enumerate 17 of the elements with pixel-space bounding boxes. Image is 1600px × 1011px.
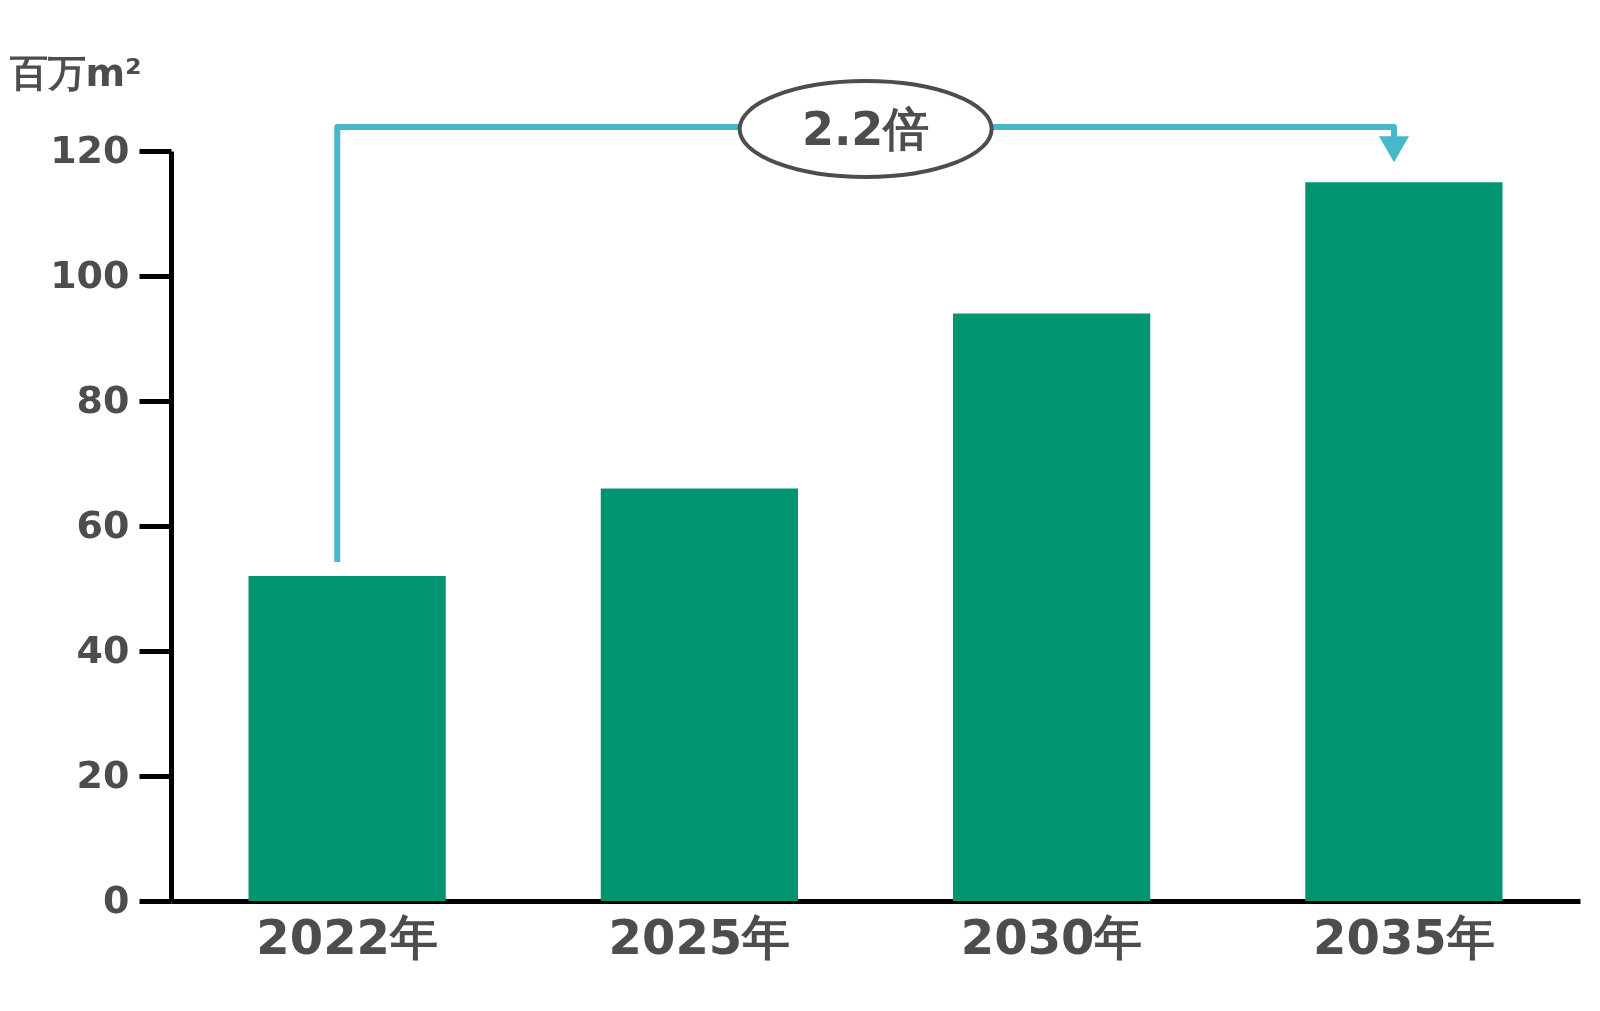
y-tick-label: 120 — [50, 127, 130, 172]
x-tick-label: 2022年 — [256, 908, 438, 965]
y-tick-label: 0 — [103, 877, 130, 922]
x-tick-label: 2030年 — [960, 908, 1143, 965]
y-tick-label: 40 — [76, 627, 130, 672]
y-tick-label: 20 — [76, 752, 130, 797]
annotation: 2.2倍 — [801, 102, 930, 156]
bar — [953, 313, 1151, 901]
y-tick-label: 60 — [76, 502, 130, 547]
y-tick-label: 100 — [50, 252, 130, 297]
x-tick-label: 2025年 — [608, 908, 791, 965]
bar — [248, 576, 446, 901]
bar — [1305, 182, 1503, 901]
bar — [600, 488, 799, 901]
y-tick-label: 80 — [76, 377, 130, 422]
x-tick-label: 2035年 — [1313, 908, 1495, 965]
y-axis-title: 百万m² — [8, 50, 142, 95]
